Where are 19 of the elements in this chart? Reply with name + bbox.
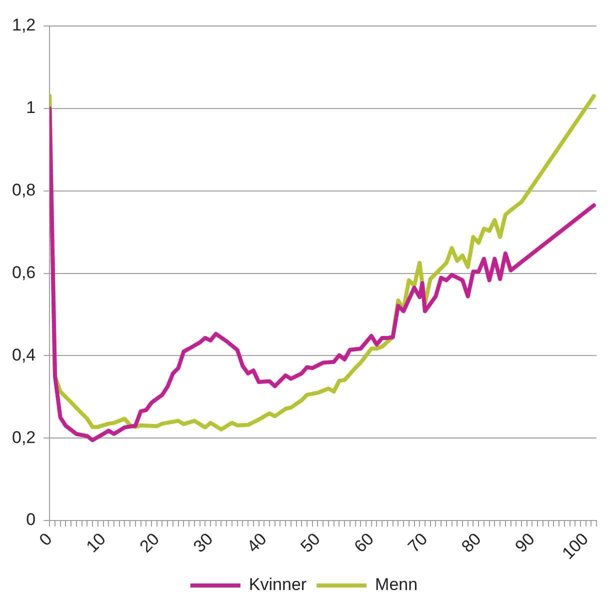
x-tick-label: 20 xyxy=(136,529,164,556)
x-tick-label: 50 xyxy=(297,529,324,556)
y-tick-label: 0,6 xyxy=(12,262,36,282)
y-tick-label: 0,8 xyxy=(12,180,36,200)
x-tick-label: 30 xyxy=(190,529,217,556)
x-tick-label: 70 xyxy=(404,529,432,556)
y-tick-label: 1,2 xyxy=(12,16,36,35)
x-tick-label: 90 xyxy=(512,529,538,556)
x-tick-label: 10 xyxy=(82,529,110,556)
legend-label: Kvinner xyxy=(248,575,307,594)
x-tick-label: 80 xyxy=(458,529,485,556)
x-tick-label: 100 xyxy=(558,529,592,563)
legend-label: Menn xyxy=(375,575,418,594)
y-tick-label: 0,2 xyxy=(12,428,36,447)
y-tick-label: 1 xyxy=(26,98,36,118)
y-tick-label: 0 xyxy=(26,510,36,530)
x-tick-label: 60 xyxy=(350,529,378,556)
y-tick-label: 0,4 xyxy=(12,345,36,364)
x-tick-label: 40 xyxy=(243,529,270,556)
